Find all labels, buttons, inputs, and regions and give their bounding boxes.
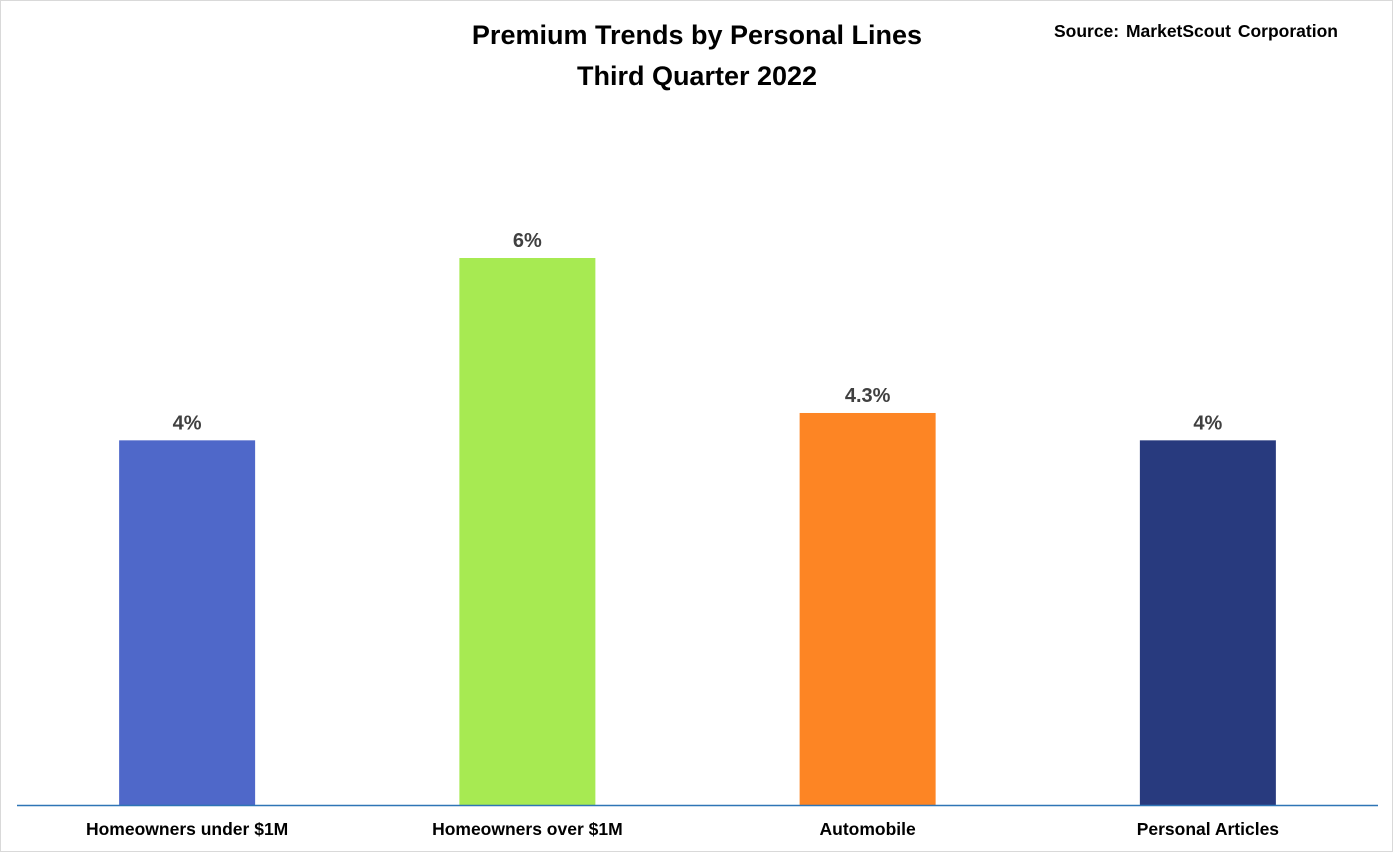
data-label-1: 4% xyxy=(173,412,202,434)
bar-2 xyxy=(459,258,596,805)
chart-title: Premium Trends by Personal Lines Third Q… xyxy=(347,15,1047,97)
bar-1 xyxy=(119,440,256,805)
bar-4 xyxy=(1139,440,1276,805)
chart-title-line-2: Third Quarter 2022 xyxy=(576,61,818,91)
data-label-3: 4.3% xyxy=(845,385,891,407)
source-note: Source: MarketScout Corporation xyxy=(1053,21,1338,41)
category-label-3: Automobile xyxy=(820,819,917,839)
data-label-2: 6% xyxy=(513,230,542,252)
category-label-4: Personal Articles xyxy=(1137,819,1280,839)
category-label-2: Homeowners over $1M xyxy=(432,819,623,839)
data-label-4: 4% xyxy=(1193,412,1222,434)
chart-title-line-1: Premium Trends by Personal Lines xyxy=(471,20,923,50)
bar-3 xyxy=(799,412,936,805)
category-label-1: Homeowners under $1M xyxy=(86,819,288,839)
